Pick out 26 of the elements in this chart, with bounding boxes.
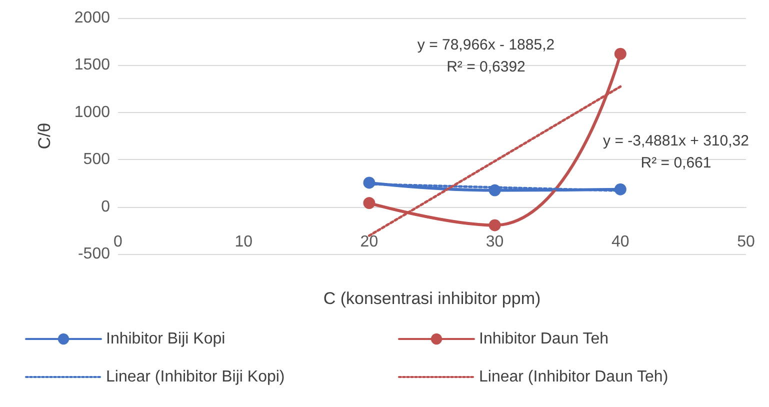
point xyxy=(614,183,626,196)
legend-label: Linear (Inhibitor Daun Teh) xyxy=(479,368,668,386)
x-tick-label: 50 xyxy=(737,233,755,250)
point xyxy=(488,219,501,232)
y-tick-label: 1500 xyxy=(74,56,110,74)
point xyxy=(363,176,376,189)
x-tick-label: 20 xyxy=(360,233,378,250)
x-axis-title: C (konsentrasi inhibitor ppm) xyxy=(323,289,541,308)
point xyxy=(488,184,501,196)
y-tick-label: 1000 xyxy=(74,104,110,121)
annotation: y = -3,4881x + 310,32 R² = 0,661 xyxy=(603,132,749,172)
legend-label: Inhibitor Biji Kopi xyxy=(106,330,226,348)
annotation: y = 78,966x - 1885,2 R² = 0,6392 xyxy=(417,36,555,76)
y-tick-label: -500 xyxy=(78,246,110,262)
legend-label: Linear (Inhibitor Biji Kopi) xyxy=(106,368,285,386)
x-tick-label: 40 xyxy=(612,233,630,250)
point xyxy=(614,48,626,60)
x-tick-label: 0 xyxy=(114,233,123,250)
legend-label: Inhibitor Daun Teh xyxy=(479,330,609,348)
x-tick-label: 30 xyxy=(486,233,504,250)
y-axis-title: C/θ xyxy=(35,122,54,150)
y-tick-label: 0 xyxy=(101,198,110,216)
x-tick-label: 10 xyxy=(234,233,253,250)
y-tick-label: 500 xyxy=(83,151,110,168)
y-tick-label: 2000 xyxy=(74,10,110,26)
point xyxy=(363,197,376,210)
